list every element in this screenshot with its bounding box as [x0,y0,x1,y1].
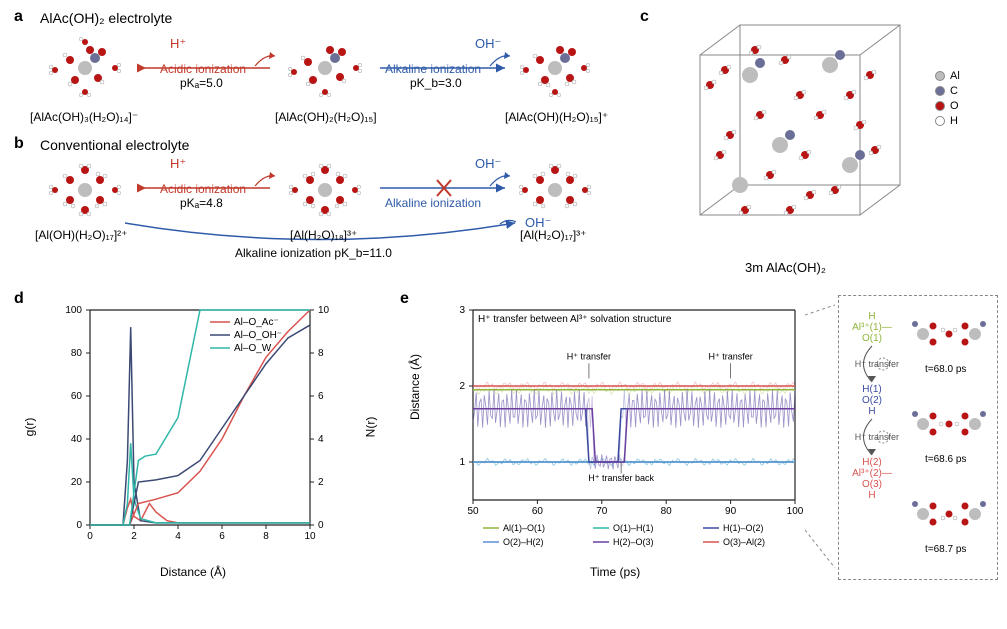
svg-text:2: 2 [131,531,137,542]
svg-text:3: 3 [459,305,465,316]
atom-al: Al [950,70,960,82]
svg-text:90: 90 [725,506,737,517]
svg-text:H⁺ transfer: H⁺ transfer [567,351,611,361]
a-ohminus: OH⁻ [475,36,501,52]
e-xlabel: Time (ps) [590,565,640,579]
snap2-label: t=68.6 ps [925,454,966,465]
b-left-species: [Al(OH)(H₂O)₁₇]²⁺ [35,228,127,242]
svg-text:H(1)–O(2): H(1)–O(2) [723,523,764,533]
b-ohminus: OH⁻ [475,156,501,172]
chart-d-svg: 02468100204060801000246810Al–O_Ac⁻Al–O_O… [50,300,350,560]
svg-text:10: 10 [304,531,316,542]
a-pka: pKₐ=5.0 [180,76,223,90]
panel-c-label: c [640,8,649,26]
svg-text:H⁺ transfer: H⁺ transfer [708,351,752,361]
svg-text:50: 50 [467,506,479,517]
a-hplus: H⁺ [170,36,186,52]
svg-text:2: 2 [459,381,465,392]
svg-text:100: 100 [787,506,804,517]
snap3-label: t=68.7 ps [925,544,966,555]
chart-d: 02468100204060801000246810Al–O_Ac⁻Al–O_O… [50,300,350,560]
svg-text:Al–O_Ac⁻: Al–O_Ac⁻ [234,317,279,328]
b-acidic-label: Acidic ionization [160,182,246,196]
svg-text:O(3)–Al(2): O(3)–Al(2) [723,537,765,547]
scheme-top: Al³⁺(1)—O(1) [852,322,892,344]
simulation-box [660,15,920,260]
svg-text:40: 40 [71,434,83,445]
svg-text:1: 1 [459,457,465,468]
d-ylabel-left: g(r) [22,418,36,437]
b-hplus: H⁺ [170,156,186,172]
a-alkaline-label: Alkaline ionization [385,62,481,76]
svg-text:H⁺ transfer between Al³⁺ solva: H⁺ transfer between Al³⁺ solvation struc… [478,314,672,325]
a-pkb: pK_b=3.0 [410,76,462,90]
panel-d-label: d [14,290,24,308]
panel-b-title: Conventional electrolyte [40,137,189,153]
svg-text:80: 80 [71,348,83,359]
panel-a-label: a [14,8,23,26]
d-xlabel: Distance (Å) [160,565,226,579]
panel-a-title: AlAc(OH)₂ electrolyte [40,10,172,26]
snapshot-1: t=68.0 ps [905,306,993,366]
svg-text:6: 6 [318,391,324,402]
svg-text:2: 2 [318,477,324,488]
svg-text:8: 8 [318,348,324,359]
atom-h: H [950,115,958,127]
snapshot-3: t=68.7 ps [905,486,993,546]
snapshot-2: t=68.6 ps [905,396,993,456]
b-right-species: [Al(H₂O)₁₇]³⁺ [520,228,587,242]
svg-text:0: 0 [318,520,324,531]
zoom-lines [805,300,840,580]
svg-text:20: 20 [71,477,83,488]
molecule-b-right [510,155,600,225]
atom-o: O [950,100,959,112]
a-left-species: [AlAc(OH)₃(H₂O)₁₄]⁻ [30,110,138,124]
svg-text:60: 60 [532,506,544,517]
svg-text:100: 100 [65,305,82,316]
svg-text:80: 80 [661,506,673,517]
svg-text:4: 4 [318,434,324,445]
b-alkaline-label: Alkaline ionization [385,196,481,210]
svg-text:0: 0 [87,531,93,542]
molecule-a-left [40,30,130,105]
panel-b-label: b [14,135,24,153]
svg-text:8: 8 [263,531,269,542]
d-ylabel-right: N(r) [363,417,377,438]
panel-c-caption: 3m AlAc(OH)₂ [745,260,826,275]
svg-text:Al–O_OH⁻: Al–O_OH⁻ [234,330,282,341]
svg-text:4: 4 [175,531,181,542]
svg-text:H(2)–O(3): H(2)–O(3) [613,537,654,547]
svg-text:60: 60 [71,391,83,402]
svg-text:O(1)–H(1): O(1)–H(1) [613,523,654,533]
snapshot-box: H Al³⁺(1)—O(1) H⁺ transfer H(1) O(2) H H… [838,295,998,580]
snap1-label: t=68.0 ps [925,364,966,375]
atom-c: C [950,85,958,97]
atom-legend: Al C O H [935,70,960,130]
svg-text:Al(1)–O(1): Al(1)–O(1) [503,523,545,533]
chart-e-svg: 50 60 70 80 90 100 1 2 3 H⁺ transfer between Al³⁺… [435,300,805,560]
b-pkb-long: Alkaline ionization pK_b=11.0 [235,246,392,260]
svg-text:0: 0 [76,520,82,531]
molecule-a-center [280,30,370,105]
scheme-bot: Al³⁺(2)—O(3) [852,468,892,490]
svg-text:70: 70 [596,506,608,517]
b-pka: pKₐ=4.8 [180,196,223,210]
svg-text:Al–O_W: Al–O_W [234,343,272,354]
a-acidic-label: Acidic ionization [160,62,246,76]
molecule-a-right [510,30,600,105]
molecule-b-center [280,155,370,225]
chart-e: 50 60 70 80 90 100 1 2 3 H⁺ transfer between Al³⁺… [435,300,805,560]
e-ylabel: Distance (Å) [408,354,422,420]
svg-text:6: 6 [219,531,225,542]
svg-text:O(2)–H(2): O(2)–H(2) [503,537,544,547]
svg-text:10: 10 [318,305,330,316]
svg-text:H⁺ transfer back: H⁺ transfer back [588,473,654,483]
molecule-b-left [40,155,130,225]
panel-e-label: e [400,290,409,308]
b-center-species: [Al(H₂O)₁₈]³⁺ [290,228,357,242]
a-center-species: [AlAc(OH)₂(H₂O)₁₅] [275,110,377,124]
transfer-scheme: H Al³⁺(1)—O(1) H⁺ transfer H(1) O(2) H H… [845,311,899,501]
a-right-species: [AlAc(OH)(H₂O)₁₅]⁺ [505,110,608,124]
